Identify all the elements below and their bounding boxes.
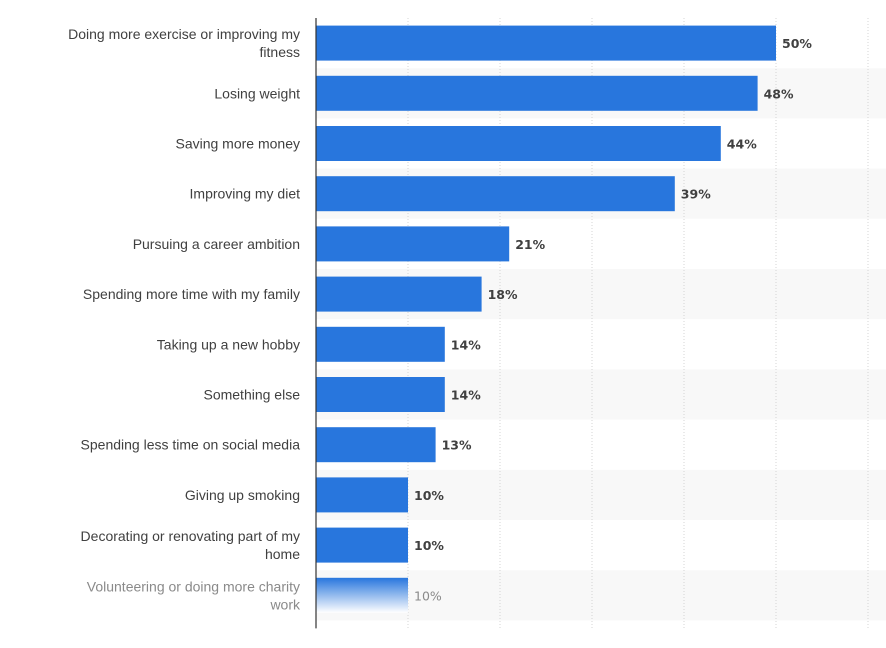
- category-labels: Doing more exercise or improving my fitne…: [68, 26, 301, 612]
- bar[interactable]: [316, 427, 436, 463]
- category-label: Pursuing a career ambition: [133, 236, 300, 252]
- bar[interactable]: [316, 326, 445, 362]
- category-label: Giving up smoking: [185, 487, 300, 503]
- row-bands: [316, 68, 886, 621]
- bar[interactable]: [316, 176, 675, 212]
- value-label: 39%: [681, 187, 711, 202]
- bars-group: [316, 25, 776, 613]
- bar[interactable]: [316, 377, 445, 412]
- value-label: 14%: [451, 388, 481, 403]
- bar[interactable]: [316, 75, 758, 111]
- value-label: 10%: [414, 488, 444, 503]
- value-label: 10%: [414, 538, 444, 553]
- bar[interactable]: [316, 276, 482, 312]
- bar[interactable]: [316, 577, 408, 613]
- category-label: Decorating or renovating part of my home: [81, 528, 301, 562]
- category-label: Spending more time with my family: [83, 286, 300, 302]
- value-label: 50%: [782, 36, 812, 51]
- category-label: Saving more money: [175, 136, 300, 152]
- value-label: 21%: [515, 237, 545, 252]
- category-label: Something else: [203, 387, 300, 403]
- bar[interactable]: [316, 527, 408, 563]
- value-label: 44%: [727, 137, 757, 152]
- value-label: 13%: [442, 438, 472, 453]
- row-band: [316, 469, 886, 520]
- value-label: 18%: [488, 287, 518, 302]
- value-labels: 50% 48% 44% 39% 21% 18% 14% 14% 13% 10% 10% 10%: [414, 36, 812, 603]
- value-label: 14%: [451, 337, 481, 352]
- row-band: [316, 570, 886, 621]
- value-label: 10%: [414, 588, 442, 603]
- category-label: Losing weight: [214, 85, 300, 101]
- category-label: Improving my diet: [190, 186, 301, 202]
- category-label: Doing more exercise or improving my fitne…: [68, 26, 300, 60]
- value-label: 48%: [764, 86, 794, 101]
- category-label: Volunteering or doing more charity work: [87, 578, 301, 612]
- bar[interactable]: [316, 477, 408, 513]
- category-label: Spending less time on social media: [81, 437, 301, 453]
- bar[interactable]: [316, 25, 776, 61]
- bar[interactable]: [316, 126, 721, 161]
- bar[interactable]: [316, 226, 510, 262]
- category-label: Taking up a new hobby: [157, 336, 300, 352]
